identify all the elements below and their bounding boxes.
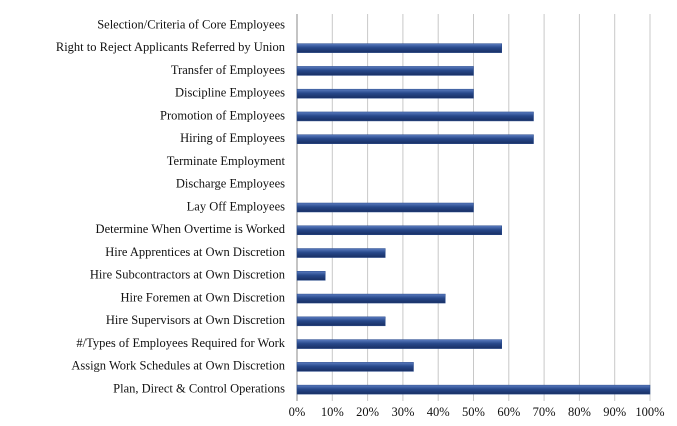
- bar: [296, 43, 502, 53]
- x-tick-label: 10%: [321, 405, 344, 419]
- x-tick-label: 40%: [427, 405, 450, 419]
- y-tick-label: Selection/Criteria of Core Employees: [97, 17, 285, 31]
- y-tick-label: Lay Off Employees: [187, 199, 285, 213]
- y-tick-label: Plan, Direct & Control Operations: [113, 381, 285, 395]
- y-tick-label: Determine When Overtime is Worked: [96, 222, 286, 236]
- bar: [296, 384, 651, 395]
- x-tick-label: 80%: [568, 405, 591, 419]
- x-tick-label: 70%: [533, 405, 556, 419]
- x-tick-label: 90%: [603, 405, 626, 419]
- bar: [296, 248, 386, 258]
- x-tick-label: 100%: [635, 405, 664, 419]
- y-tick-label: Promotion of Employees: [160, 108, 285, 122]
- bar: [296, 111, 534, 122]
- y-tick-label: Terminate Employment: [167, 154, 286, 168]
- y-tick-label: Right to Reject Applicants Referred by U…: [56, 40, 286, 54]
- bar: [296, 316, 386, 327]
- y-tick-label: Discharge Employees: [176, 177, 285, 191]
- bar: [296, 362, 414, 372]
- bar: [296, 293, 446, 304]
- y-tick-label: Hire Foremen at Own Discretion: [120, 290, 285, 304]
- y-tick-label: Assign Work Schedules at Own Discretion: [71, 359, 285, 373]
- x-tick-label: 20%: [356, 405, 379, 419]
- x-tick-label: 30%: [391, 405, 414, 419]
- y-tick-label: Transfer of Employees: [171, 63, 285, 77]
- y-tick-label: #/Types of Employees Required for Work: [76, 336, 285, 350]
- bar: [296, 88, 474, 99]
- y-tick-label: Hire Supervisors at Own Discretion: [106, 313, 286, 327]
- y-tick-label: Hire Subcontractors at Own Discretion: [90, 268, 286, 282]
- bar: [296, 66, 474, 76]
- y-tick-label: Hiring of Employees: [180, 131, 285, 145]
- y-tick-label: Discipline Employees: [175, 86, 285, 100]
- bar: [296, 202, 474, 213]
- x-tick-label: 50%: [462, 405, 485, 419]
- bar: [296, 134, 534, 144]
- bar: [296, 225, 502, 236]
- x-tick-label: 60%: [497, 405, 520, 419]
- bar: [296, 271, 326, 281]
- bar: [296, 339, 502, 349]
- x-tick-label: 0%: [289, 405, 306, 419]
- y-tick-label: Hire Apprentices at Own Discretion: [105, 245, 286, 259]
